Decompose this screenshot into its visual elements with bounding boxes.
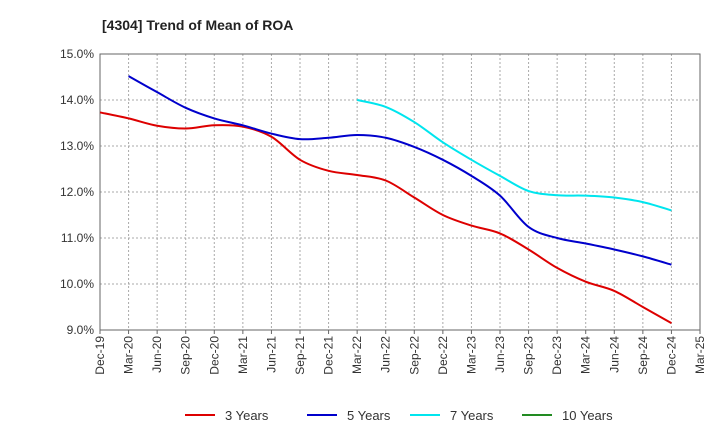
y-axis-ticks: 9.0% 10.0% 11.0% 12.0% 13.0% 14.0% 15.0%: [60, 47, 94, 337]
x-tick-label: Sep-20: [179, 336, 193, 375]
gridlines: [100, 54, 700, 330]
plot-area-frame: [99, 53, 701, 331]
legend-label-5-years: 5 Years: [347, 408, 391, 423]
y-tick-label: 9.0%: [67, 323, 95, 337]
series-line-7-years: [356, 99, 672, 212]
y-tick-label: 11.0%: [61, 231, 94, 245]
x-tick-label: Dec-21: [322, 336, 336, 375]
x-tick-label: Jun-24: [607, 336, 621, 373]
x-tick-label: Jun-23: [493, 336, 507, 373]
x-axis-ticks: Dec-19 Mar-20 Jun-20 Sep-20 Dec-20 Mar-21 Jun-…: [93, 330, 707, 375]
x-tick-label: Dec-23: [550, 336, 564, 375]
y-tick-label: 12.0%: [60, 185, 94, 199]
x-tick-label: Sep-22: [407, 336, 421, 375]
x-tick-label: Sep-24: [636, 336, 650, 375]
x-tick-label: Dec-22: [436, 336, 450, 375]
y-tick-label: 10.0%: [60, 277, 94, 291]
y-tick-label: 14.0%: [60, 93, 94, 107]
x-tick-label: Mar-21: [236, 336, 250, 374]
legend-label-7-years: 7 Years: [450, 408, 494, 423]
series-lines: [99, 75, 672, 324]
x-tick-label: Sep-21: [293, 336, 307, 375]
series-line-5-years: [128, 75, 672, 266]
x-tick-label: Jun-22: [379, 336, 393, 373]
legend-label-3-years: 3 Years: [225, 408, 269, 423]
legend-label-10-years: 10 Years: [562, 408, 613, 423]
x-tick-label: Mar-20: [122, 336, 136, 374]
x-tick-label: Mar-23: [464, 336, 478, 374]
x-tick-label: Mar-22: [350, 336, 364, 374]
chart-title: [4304] Trend of Mean of ROA: [102, 17, 293, 33]
x-tick-label: Sep-23: [522, 336, 536, 375]
x-tick-label: Jun-21: [264, 336, 278, 373]
x-tick-label: Mar-25: [693, 336, 707, 374]
x-tick-label: Dec-20: [207, 336, 221, 375]
x-tick-label: Dec-19: [93, 336, 107, 375]
y-tick-label: 15.0%: [60, 47, 94, 61]
x-tick-label: Jun-20: [150, 336, 164, 373]
y-tick-label: 13.0%: [60, 139, 94, 153]
x-tick-label: Dec-24: [664, 336, 678, 375]
legend: 3 Years 5 Years 7 Years 10 Years: [185, 408, 613, 423]
x-tick-label: Mar-24: [579, 336, 593, 374]
series-line-3-years: [99, 111, 672, 324]
